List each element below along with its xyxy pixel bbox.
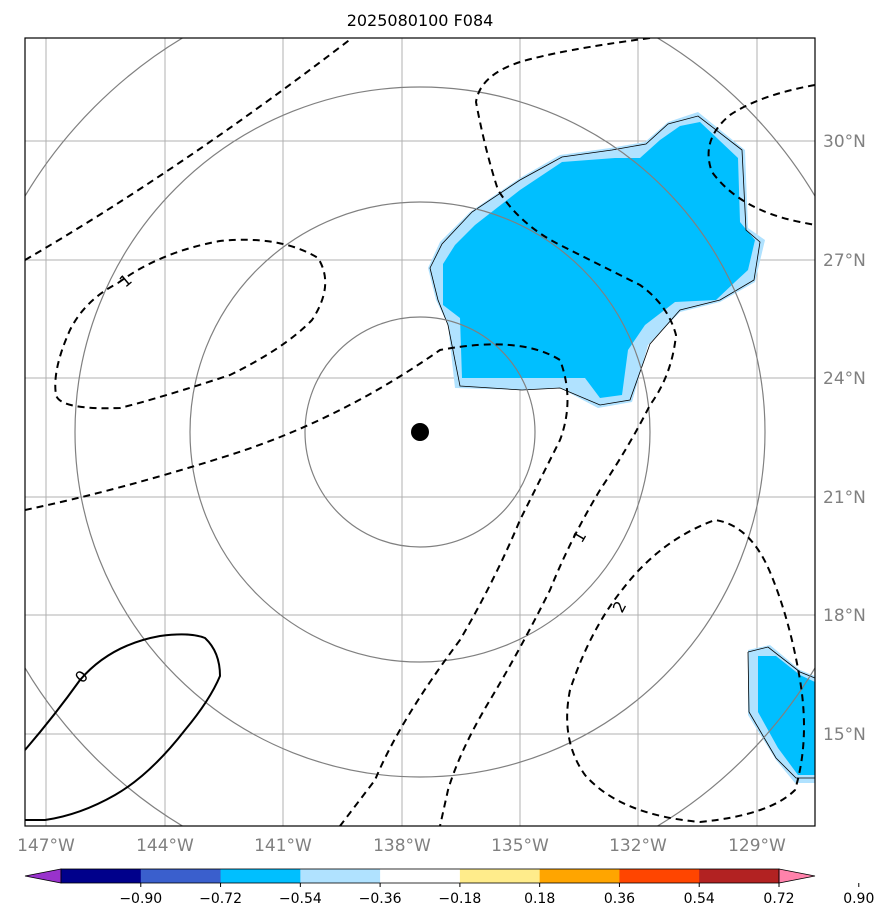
map-title: 2025080100 F084 — [347, 11, 494, 30]
contour-lines-dashed — [25, 38, 815, 826]
contour-line-ne-trough — [439, 38, 678, 826]
colorbar: −0.90 −0.72 −0.54 −0.36 −0.18 0.18 0.36 0.54 0.7… — [24, 868, 874, 907]
colorbar-tick-label: −0.54 — [279, 891, 322, 907]
x-tick-label: 147°W — [17, 836, 75, 856]
range-ring-4 — [25, 38, 815, 826]
shaded-outline-north — [429, 115, 761, 406]
contour-line-nw — [25, 38, 353, 261]
colorbar-extend-right — [778, 868, 816, 884]
colorbar-cell — [300, 869, 381, 883]
x-tick-label: 144°W — [136, 836, 194, 856]
range-ring-3 — [74, 86, 766, 778]
storm-center-marker — [411, 423, 429, 441]
contour-loop-ne — [707, 84, 815, 226]
colorbar-cell — [61, 869, 142, 883]
colorbar-tick-label: 0.90 — [843, 891, 874, 907]
colorbar-cell — [539, 869, 620, 883]
x-tick-label: 135°W — [491, 836, 549, 856]
y-tick-label: 21°N — [823, 488, 866, 508]
colorbar-cell — [459, 869, 541, 883]
colorbar-tick-label: −0.90 — [119, 891, 162, 907]
range-rings — [25, 38, 815, 826]
contour-label-se-loop: 2 — [609, 598, 631, 616]
contour-loop-west — [54, 238, 327, 410]
plot-area: 1 1 2 0 — [25, 38, 815, 826]
colorbar-tick-label: 0.36 — [604, 891, 635, 907]
contour-line-zero — [25, 633, 222, 821]
colorbar-labels: −0.90 −0.72 −0.54 −0.36 −0.18 0.18 0.36 0.54 0.7… — [119, 883, 874, 907]
contour-loop-se — [566, 518, 805, 824]
longitude-labels: 147°W 144°W 141°W 138°W 135°W 132°W 129°… — [17, 836, 786, 856]
colorbar-tick-label: 0.72 — [763, 891, 794, 907]
colorbar-tick-label: −0.36 — [359, 891, 402, 907]
plot-frame — [24, 37, 816, 827]
range-ring-1 — [304, 316, 536, 548]
range-ring-2 — [189, 201, 651, 663]
shaded-region-north-strong — [443, 122, 755, 398]
x-tick-label: 129°W — [728, 836, 786, 856]
colorbar-cell — [699, 869, 780, 883]
colorbar-tick-label: 0.18 — [524, 891, 555, 907]
colorbar-extend-left — [24, 868, 62, 884]
colorbar-cell — [220, 869, 301, 883]
colorbar-frame — [60, 868, 780, 884]
latitude-labels: 30°N 27°N 24°N 21°N 18°N 15°N — [823, 132, 866, 745]
colorbar-cell — [380, 869, 461, 883]
colorbar-tick-label: −0.18 — [438, 891, 481, 907]
shaded-outline-south — [747, 646, 815, 779]
shaded-regions — [428, 112, 815, 783]
colorbar-cell — [140, 869, 222, 883]
x-tick-label: 132°W — [609, 836, 667, 856]
x-tick-label: 141°W — [254, 836, 312, 856]
colorbar-tick-label: 0.54 — [684, 891, 715, 907]
y-tick-label: 18°N — [823, 606, 866, 626]
y-tick-label: 30°N — [823, 132, 866, 152]
y-tick-label: 15°N — [823, 725, 866, 745]
y-tick-label: 27°N — [823, 251, 866, 271]
colorbar-cell — [619, 869, 700, 883]
x-tick-label: 138°W — [373, 836, 431, 856]
y-tick-label: 24°N — [823, 369, 866, 389]
colorbar-tick-label: −0.72 — [199, 891, 242, 907]
colorbar-cells — [61, 869, 780, 883]
